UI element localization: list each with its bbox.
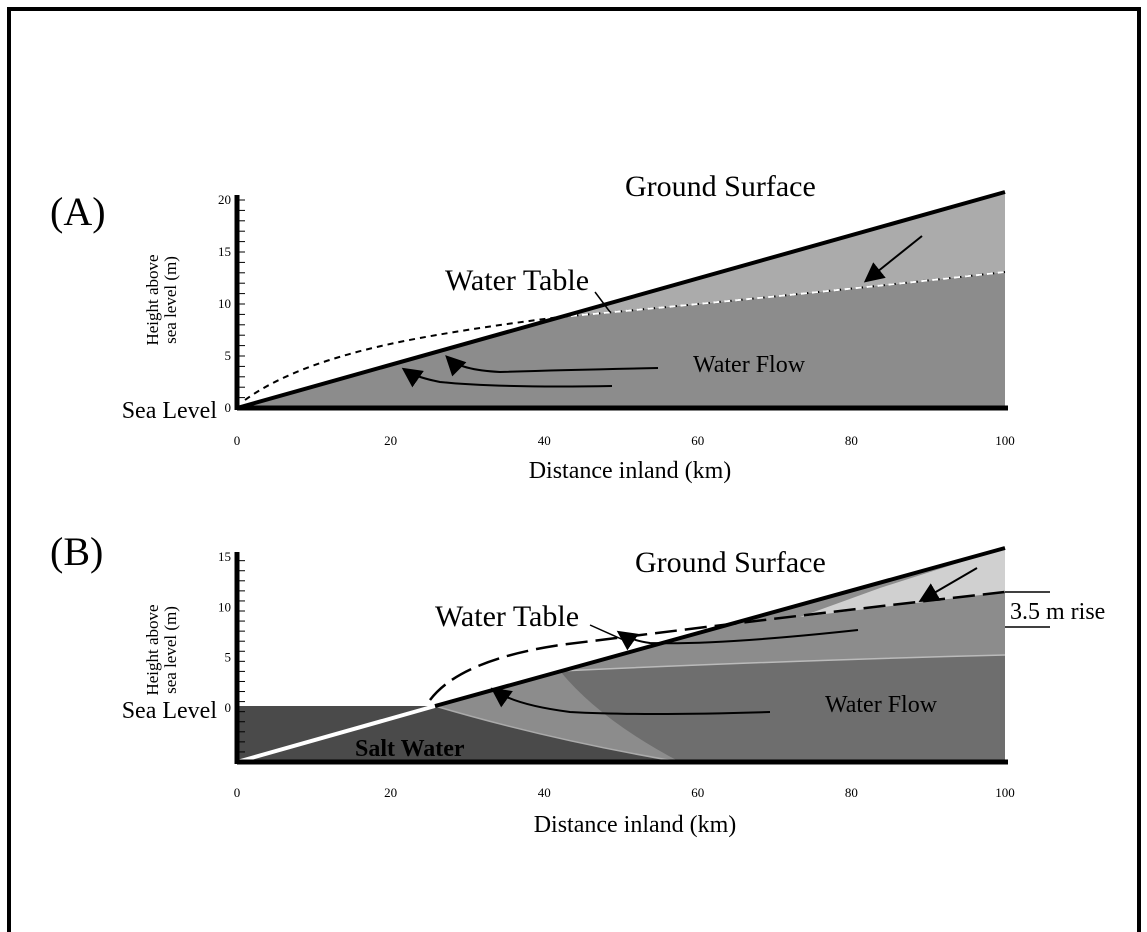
salt-water-zone (237, 706, 680, 762)
x-tick-label: 100 (995, 785, 1015, 800)
x-tick-label: 60 (691, 433, 704, 448)
y-tick-label: 20 (218, 192, 231, 207)
x-tick-label: 60 (691, 785, 704, 800)
flow-label: Water Flow (693, 352, 806, 378)
unsaturated-zone (800, 548, 1005, 617)
water-table-label: Water Table (435, 600, 579, 633)
ground-line (434, 546, 1006, 708)
saturated-zone (237, 272, 1005, 408)
flow-arrow (401, 367, 613, 388)
ground-label: Ground Surface (635, 546, 826, 579)
flow-arrow (616, 629, 859, 651)
y-tick-label: 10 (218, 599, 231, 614)
rise-label: 3.5 m rise (1010, 599, 1105, 625)
ground-label: Ground Surface (625, 170, 816, 203)
y-tick-label: 0 (225, 700, 232, 715)
salt-water-label: Salt Water (355, 736, 465, 762)
y-axis-label: Height above (143, 254, 162, 345)
y-tick-label: 15 (218, 549, 231, 564)
x-tick-label: 80 (845, 785, 858, 800)
shore-line (236, 704, 436, 764)
flow-label: Water Flow (825, 692, 938, 718)
panel-a: (A) Ground Surface Water Table Water Flo… (50, 170, 1008, 484)
flow-arrow (445, 355, 659, 377)
sea-level-label: Sea Level (122, 398, 218, 424)
x-axis-label: Distance inland (km) (529, 458, 732, 484)
y-tick-label: 15 (218, 244, 231, 259)
x-tick-label: 0 (234, 433, 241, 448)
flow-arrow (918, 567, 978, 603)
deep-zone (560, 655, 1005, 762)
x-tick-label: 80 (845, 433, 858, 448)
flow-arrow (490, 687, 771, 715)
water-table-line (244, 271, 1006, 401)
panel-b: (B) Ground Surface Water Table Water Flo… (50, 529, 1105, 838)
water-table-line (559, 271, 1006, 318)
y-axis-label: Height above (143, 604, 162, 695)
interface-line (434, 705, 681, 763)
x-tick-label: 40 (538, 433, 551, 448)
frame (7, 7, 1141, 932)
y-tick-label: 10 (218, 296, 231, 311)
y-tick-label: 5 (225, 650, 232, 665)
y-tick-label: 5 (225, 348, 232, 363)
x-axis-label: Distance inland (km) (534, 812, 737, 838)
leader (594, 291, 611, 313)
y-axis-label: sea level (m) (161, 606, 180, 694)
y-axis-label: sea level (m) (161, 256, 180, 344)
rise-bracket (1005, 591, 1050, 628)
old-water-table (559, 654, 1006, 672)
flow-arrow (863, 235, 923, 283)
sea-level-label: Sea Level (122, 698, 218, 724)
x-tick-label: 40 (538, 785, 551, 800)
panel-label: (A) (50, 189, 106, 234)
water-table-label: Water Table (445, 264, 589, 297)
x-tick-label: 20 (384, 785, 397, 800)
x-tick-label: 100 (995, 433, 1015, 448)
ground-line (236, 190, 1006, 410)
x-tick-label: 0 (234, 785, 241, 800)
x-tick-label: 20 (384, 433, 397, 448)
y-tick-label: 0 (225, 400, 232, 415)
panel-label: (B) (50, 529, 103, 574)
